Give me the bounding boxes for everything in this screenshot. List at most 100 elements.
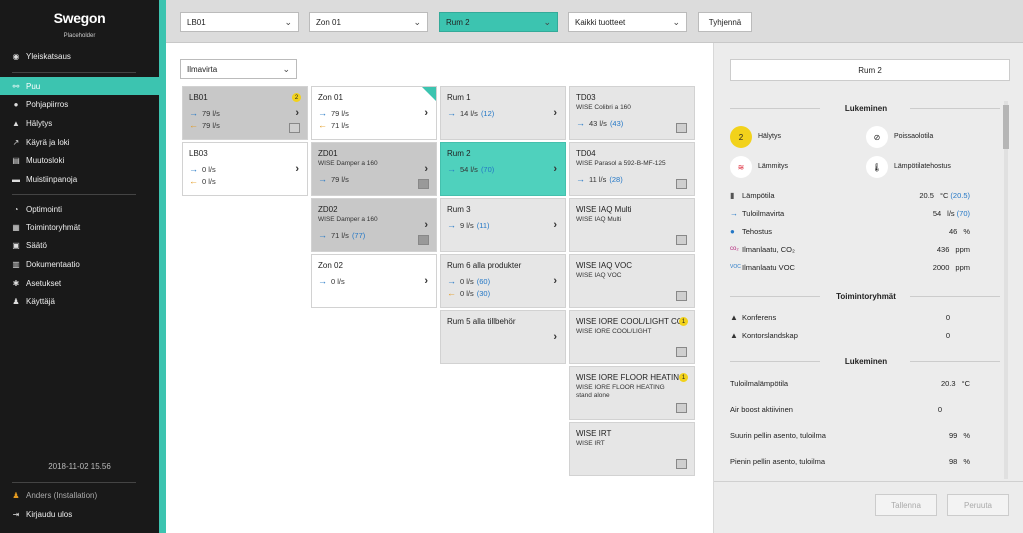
exhaust-flow: ← 0 l/s (30) [447,288,490,298]
section-divider [730,296,820,297]
supply-flow: → 0 l/s [318,276,345,286]
tree-card-iaq-multi[interactable]: WISE IAQ Multi WISE IAQ Multi [569,198,695,252]
filter-product-select[interactable]: Kaikki tuotteet ⌄ [568,12,687,32]
sidebar-item-pohjapiirros[interactable]: ● Pohjapiirros [0,95,159,113]
reading-label: Air boost aktiivinen [730,404,793,414]
sidebar-item-halytys[interactable]: ▲ Hälytys [0,114,159,132]
card-subtitle: WISE Colibri a 160 [576,104,631,111]
sidebar-item-kayttaja[interactable]: ♟ Käyttäjä [0,292,159,310]
tree-card-rum2[interactable]: Rum 2 → 54 l/s (70) › [440,142,566,196]
chat-icon: ▬ [12,174,20,184]
tree-card-lb03[interactable]: LB03 → 0 l/s ← 0 l/s › [182,142,308,196]
value: 0 [937,404,942,414]
chevron-right-icon: › [424,107,428,119]
supply-flow: → 0 l/s [189,164,216,174]
filter-room-select[interactable]: Rum 2 ⌄ [439,12,558,32]
cancel-button[interactable]: Peruuta [947,494,1009,516]
section-header-readings: Lukeminen [844,104,888,113]
status-label: Poissaolotila [894,133,934,140]
sidebar-item-muutosloki[interactable]: ▤ Muutosloki [0,151,159,169]
exhaust-arrow-icon: ← [447,288,456,298]
chevron-right-icon: › [295,163,299,175]
scrollbar-thumb[interactable] [1003,105,1009,149]
group-row[interactable]: ▲ Konferens 0 [730,310,990,324]
save-button[interactable]: Tallenna [875,494,937,516]
alarm-count-icon[interactable]: 2 [730,126,752,148]
sidebar-item-asetukset[interactable]: ✱ Asetukset [0,274,159,292]
user-icon: ♟ [12,490,20,500]
sidebar-item-toimintoryhmat[interactable]: ▦ Toimintoryhmät [0,218,159,236]
chevron-right-icon: › [553,219,557,231]
section-divider [730,108,820,109]
tree-card-td04[interactable]: TD04 WISE Parasol a 592-B-MF-125 → 11 l/s… [569,142,695,196]
tree-card-iore-cool-light[interactable]: WISE IORE COOL/LIGHT CO... 1 WISE IORE C… [569,310,695,364]
tree-card-rum3[interactable]: Rum 3 → 9 l/s (11) › [440,198,566,252]
group-row[interactable]: ▲ Kontorslandskap 0 [730,328,990,342]
tree-card-zd01[interactable]: ZD01 WISE Damper a 160 → 79 l/s › [311,142,437,196]
filter-lb-select[interactable]: LB01 ⌄ [180,12,299,32]
reading-label: Pienin pellin asento, tuloilma [730,456,826,466]
tree-card-zon01[interactable]: Zon 01 → 79 l/s ← 71 l/s › [311,86,437,140]
chevron-right-icon: › [553,331,557,343]
status-label: Lämmitys [758,163,788,170]
user-profile[interactable]: ♟ Anders (Installation) [0,486,159,504]
flow-value: 79 l/s [331,174,349,184]
chevron-right-icon: › [553,163,557,175]
flow-setpoint: (28) [609,174,623,184]
sidebar-item-dokumentaatio[interactable]: ▥ Dokumentaatio [0,255,159,273]
drop-icon: ● [730,226,735,236]
sidebar-item-label: Säätö [26,240,47,250]
flow-value: 79 l/s [202,120,220,130]
user-name: Anders (Installation) [26,490,98,500]
tree-card-iore-floor-heating[interactable]: WISE IORE FLOOR HEATING s 1 WISE IORE FL… [569,366,695,420]
sidebar-item-puu[interactable]: ⚯ Puu [0,77,159,95]
heating-icon[interactable]: ≋ [730,156,752,178]
tree-view: Ilmavirta ⌄ LB01 2 → 79 l/s ← 79 l/s › LB03… [166,43,713,533]
thermometer-icon[interactable]: 🌡 [866,156,888,178]
group-label: Kontorslandskap [742,330,798,340]
eye-icon: ◉ [12,51,20,61]
panel-scrollbar[interactable] [1002,95,1010,485]
arrow-icon: → [730,208,738,218]
group-icon: ▲ [730,330,738,340]
tree-card-iaq-voc[interactable]: WISE IAQ VOC WISE IAQ VOC [569,254,695,308]
flow-setpoint: (60) [476,276,491,286]
tree-card-rum5[interactable]: Rum 5 alla tillbehör › [440,310,566,364]
sidebar-item-label: Käyttäjä [26,296,55,306]
tree-card-rum6[interactable]: Rum 6 alla produkter → 0 l/s (60) ← 0 l/s (3… [440,254,566,308]
tree-card-rum1[interactable]: Rum 1 → 14 l/s (12) › [440,86,566,140]
card-title: WISE IAQ VOC [576,261,633,270]
supply-arrow-icon: → [318,230,327,240]
select-value: Ilmavirta [187,64,218,74]
sidebar-item-optimointi[interactable]: ◔ Optimointi [0,200,159,218]
reading-row: ● Tehostus 46% [730,224,990,238]
card-title: WISE IORE COOL/LIGHT CO... [576,317,680,326]
tree-card-zon02[interactable]: Zon 02 → 0 l/s › [311,254,437,308]
setpoint: (20.5) [950,190,970,200]
card-title: ZD02 [318,205,338,214]
sidebar-item-saato[interactable]: ▣ Säätö [0,236,159,254]
sidebar-item-yleiskatsaus[interactable]: ◉ Yleiskatsaus [0,47,159,65]
unit: ppm [955,262,970,272]
details-panel: Rum 2 Lukeminen 2 Hälytys ⊘ Poissaolotil… [713,43,1023,533]
clear-button[interactable]: Tyhjennä [698,12,752,32]
sensor-icon [676,235,687,245]
logout-button[interactable]: ⇥ Kirjaudu ulos [0,505,159,523]
value: 54 [932,208,942,218]
unit: l/s [947,208,955,218]
filter-zone-select[interactable]: Zon 01 ⌄ [309,12,428,32]
tree-card-zd02[interactable]: ZD02 WISE Damper a 160 → 71 l/s (77) › [311,198,437,252]
sidebar-item-kayra-ja-loki[interactable]: ↗ Käyrä ja loki [0,133,159,151]
sidebar-item-label: Pohjapiirros [26,99,69,109]
tree-card-td03[interactable]: TD03 WISE Colibri a 160 → 43 l/s (43) [569,86,695,140]
sidebar-item-muistiinpanoja[interactable]: ▬ Muistiinpanoja [0,170,159,188]
sidebar-item-label: Muutosloki [26,155,65,165]
tree-card-irt[interactable]: WISE IRT WISE IRT [569,422,695,476]
airflow-select[interactable]: Ilmavirta ⌄ [180,59,297,79]
tree-card-lb01[interactable]: LB01 2 → 79 l/s ← 79 l/s › [182,86,308,140]
reading-label: Ilmanlaatu VOC [742,262,795,272]
voc-icon: VOC [730,264,741,270]
absence-icon[interactable]: ⊘ [866,126,888,148]
supply-flow: → 79 l/s [318,108,349,118]
sidebar-accent-bar [159,0,166,533]
